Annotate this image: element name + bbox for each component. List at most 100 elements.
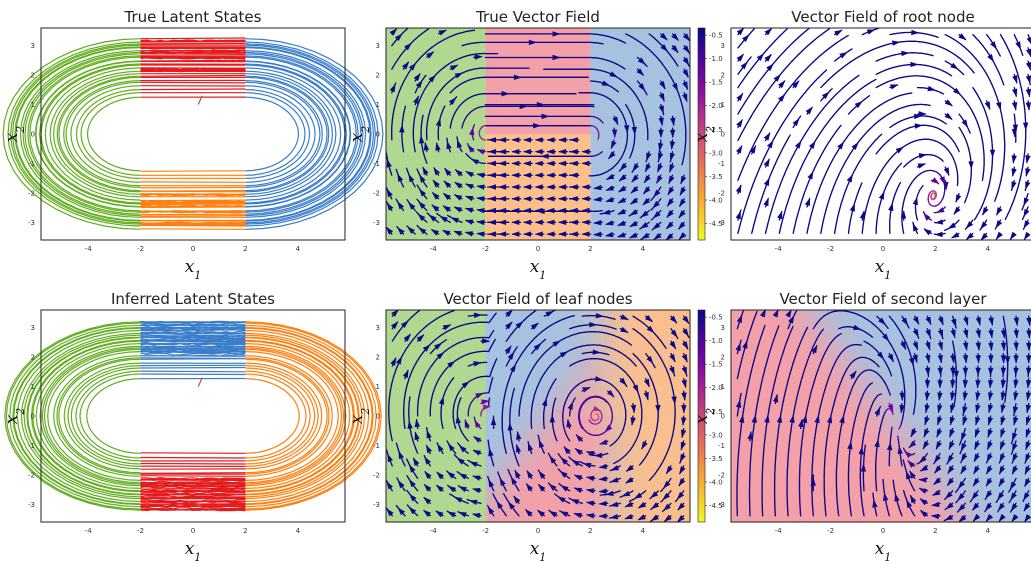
- streamline-arrow: [593, 231, 602, 238]
- streamline-arrow: [476, 172, 485, 179]
- streamline-arrow: [605, 173, 615, 180]
- streamline-arrow: [666, 210, 674, 218]
- streamline-arrow: [439, 215, 448, 223]
- streamline-segment: [799, 115, 802, 119]
- streamline-arrow: [522, 231, 532, 237]
- streamline-segment: [827, 28, 831, 31]
- streamline-arrow: [469, 126, 475, 136]
- streamline-arrow: [454, 169, 463, 177]
- streamline-arrow: [476, 184, 485, 190]
- streamline-arrow: [756, 53, 765, 61]
- streamline-arrow: [389, 28, 398, 36]
- trajectory-segment: [52, 73, 141, 195]
- streamline-arrow: [851, 142, 859, 151]
- trajectories: [2, 37, 384, 230]
- streamline-segment: [857, 74, 860, 77]
- streamline-segment: [824, 69, 828, 72]
- streamline-arrow: [522, 160, 532, 167]
- streamline-segment: [465, 152, 468, 156]
- streamline-arrow: [558, 184, 567, 190]
- streamline-arrow: [418, 135, 425, 144]
- trajectory-segment: [140, 215, 246, 217]
- trajectory-segment: [40, 64, 141, 204]
- trajectory-segment: [245, 80, 323, 188]
- streamline-segment: [752, 28, 755, 31]
- y-tick-label: 3: [31, 42, 35, 50]
- streamline-arrow: [808, 140, 816, 149]
- streamline-arrow: [593, 184, 602, 191]
- streamline-arrow: [540, 153, 549, 159]
- panel-true-vector-field: True Vector Field -4 -2 0 2 4 3 2 1 0 -1 -2 -3 x1 x2 -0…: [345, 0, 723, 282]
- streamline-arrow: [497, 184, 507, 190]
- streamline-arrow: [821, 91, 830, 100]
- x-tick-label: 4: [296, 245, 301, 253]
- streamline-arrow: [443, 180, 452, 189]
- streamline-segment: [785, 28, 789, 31]
- streamline-arrow: [501, 91, 510, 97]
- streamline-arrow: [386, 159, 392, 168]
- streamline-arrow: [546, 231, 555, 237]
- trajectory-segment: [140, 170, 246, 172]
- streamline-arrow: [735, 184, 742, 194]
- streamline-arrow: [678, 210, 686, 219]
- streamline-arrow: [569, 196, 578, 202]
- trajectory-segment: [11, 44, 141, 224]
- streamline-arrow: [682, 33, 691, 42]
- streamline-arrow: [794, 140, 802, 149]
- streamline-arrow: [682, 81, 689, 90]
- streamline-segment: [849, 48, 853, 51]
- y-tick-label: -1: [28, 160, 35, 168]
- streamline-arrow: [464, 207, 474, 213]
- streamline-arrow: [446, 140, 452, 150]
- streamline-arrow: [454, 181, 463, 189]
- streamline-arrow: [792, 118, 800, 127]
- streamline-arrow: [404, 42, 412, 51]
- streamline-arrow: [736, 145, 743, 154]
- streamline-arrow: [497, 219, 507, 226]
- streamline-arrow: [511, 231, 520, 237]
- trajectory-segment: [245, 89, 311, 179]
- trajectory-segment: [80, 92, 141, 176]
- trajectory-segment: [15, 47, 141, 221]
- streamline-arrow: [680, 175, 687, 185]
- streamline-arrow: [610, 140, 617, 150]
- streamline-arrow: [628, 232, 638, 239]
- streamline-arrow: [522, 148, 532, 155]
- streamline-arrow: [497, 172, 507, 178]
- streamline-arrow: [604, 231, 614, 238]
- streamline-arrow: [546, 172, 555, 178]
- streamline-arrow: [497, 148, 507, 155]
- trajectory-segment: [245, 73, 334, 195]
- streamline-arrow: [394, 33, 403, 42]
- trajectory-segment: [245, 85, 316, 183]
- trajectory-segment: [63, 80, 141, 188]
- y-tick-label: 1: [31, 101, 35, 109]
- streamline-arrow: [417, 213, 426, 222]
- colorbar-tick-label: -3.5: [709, 173, 723, 181]
- trajectory-segment: [140, 203, 246, 206]
- streamline-arrow: [522, 196, 532, 202]
- streamline-arrow: [804, 197, 811, 207]
- trajectory-segment: [245, 63, 348, 205]
- trajectory-segment: [140, 53, 246, 55]
- y-tick-label: -3: [373, 219, 380, 227]
- streamline-arrow: [450, 64, 459, 71]
- streamline-arrow: [666, 198, 674, 207]
- streamline-arrow: [464, 231, 474, 237]
- streamline-arrow: [766, 140, 774, 149]
- streamline-segment: [395, 168, 398, 172]
- streamline-arrow: [612, 116, 619, 126]
- streamline-arrow: [665, 233, 674, 241]
- streamline-arrow: [764, 27, 773, 36]
- streamline-arrow: [669, 129, 676, 138]
- streamline-arrow: [431, 204, 440, 212]
- streamline-arrow: [773, 74, 782, 82]
- plot-frame: [385, 27, 691, 241]
- streamline-arrow: [777, 210, 783, 220]
- chart-svg: True Vector Field -4 -2 0 2 4 3 2 1 0 -1 -2 -3 x1 x2 -0…: [347, 8, 723, 282]
- trajectory-segment: [14, 46, 141, 222]
- streamline-arrow: [763, 177, 770, 187]
- trajectory-segment: [140, 222, 246, 226]
- streamline-arrow: [854, 101, 863, 109]
- streamline-arrow: [581, 160, 590, 167]
